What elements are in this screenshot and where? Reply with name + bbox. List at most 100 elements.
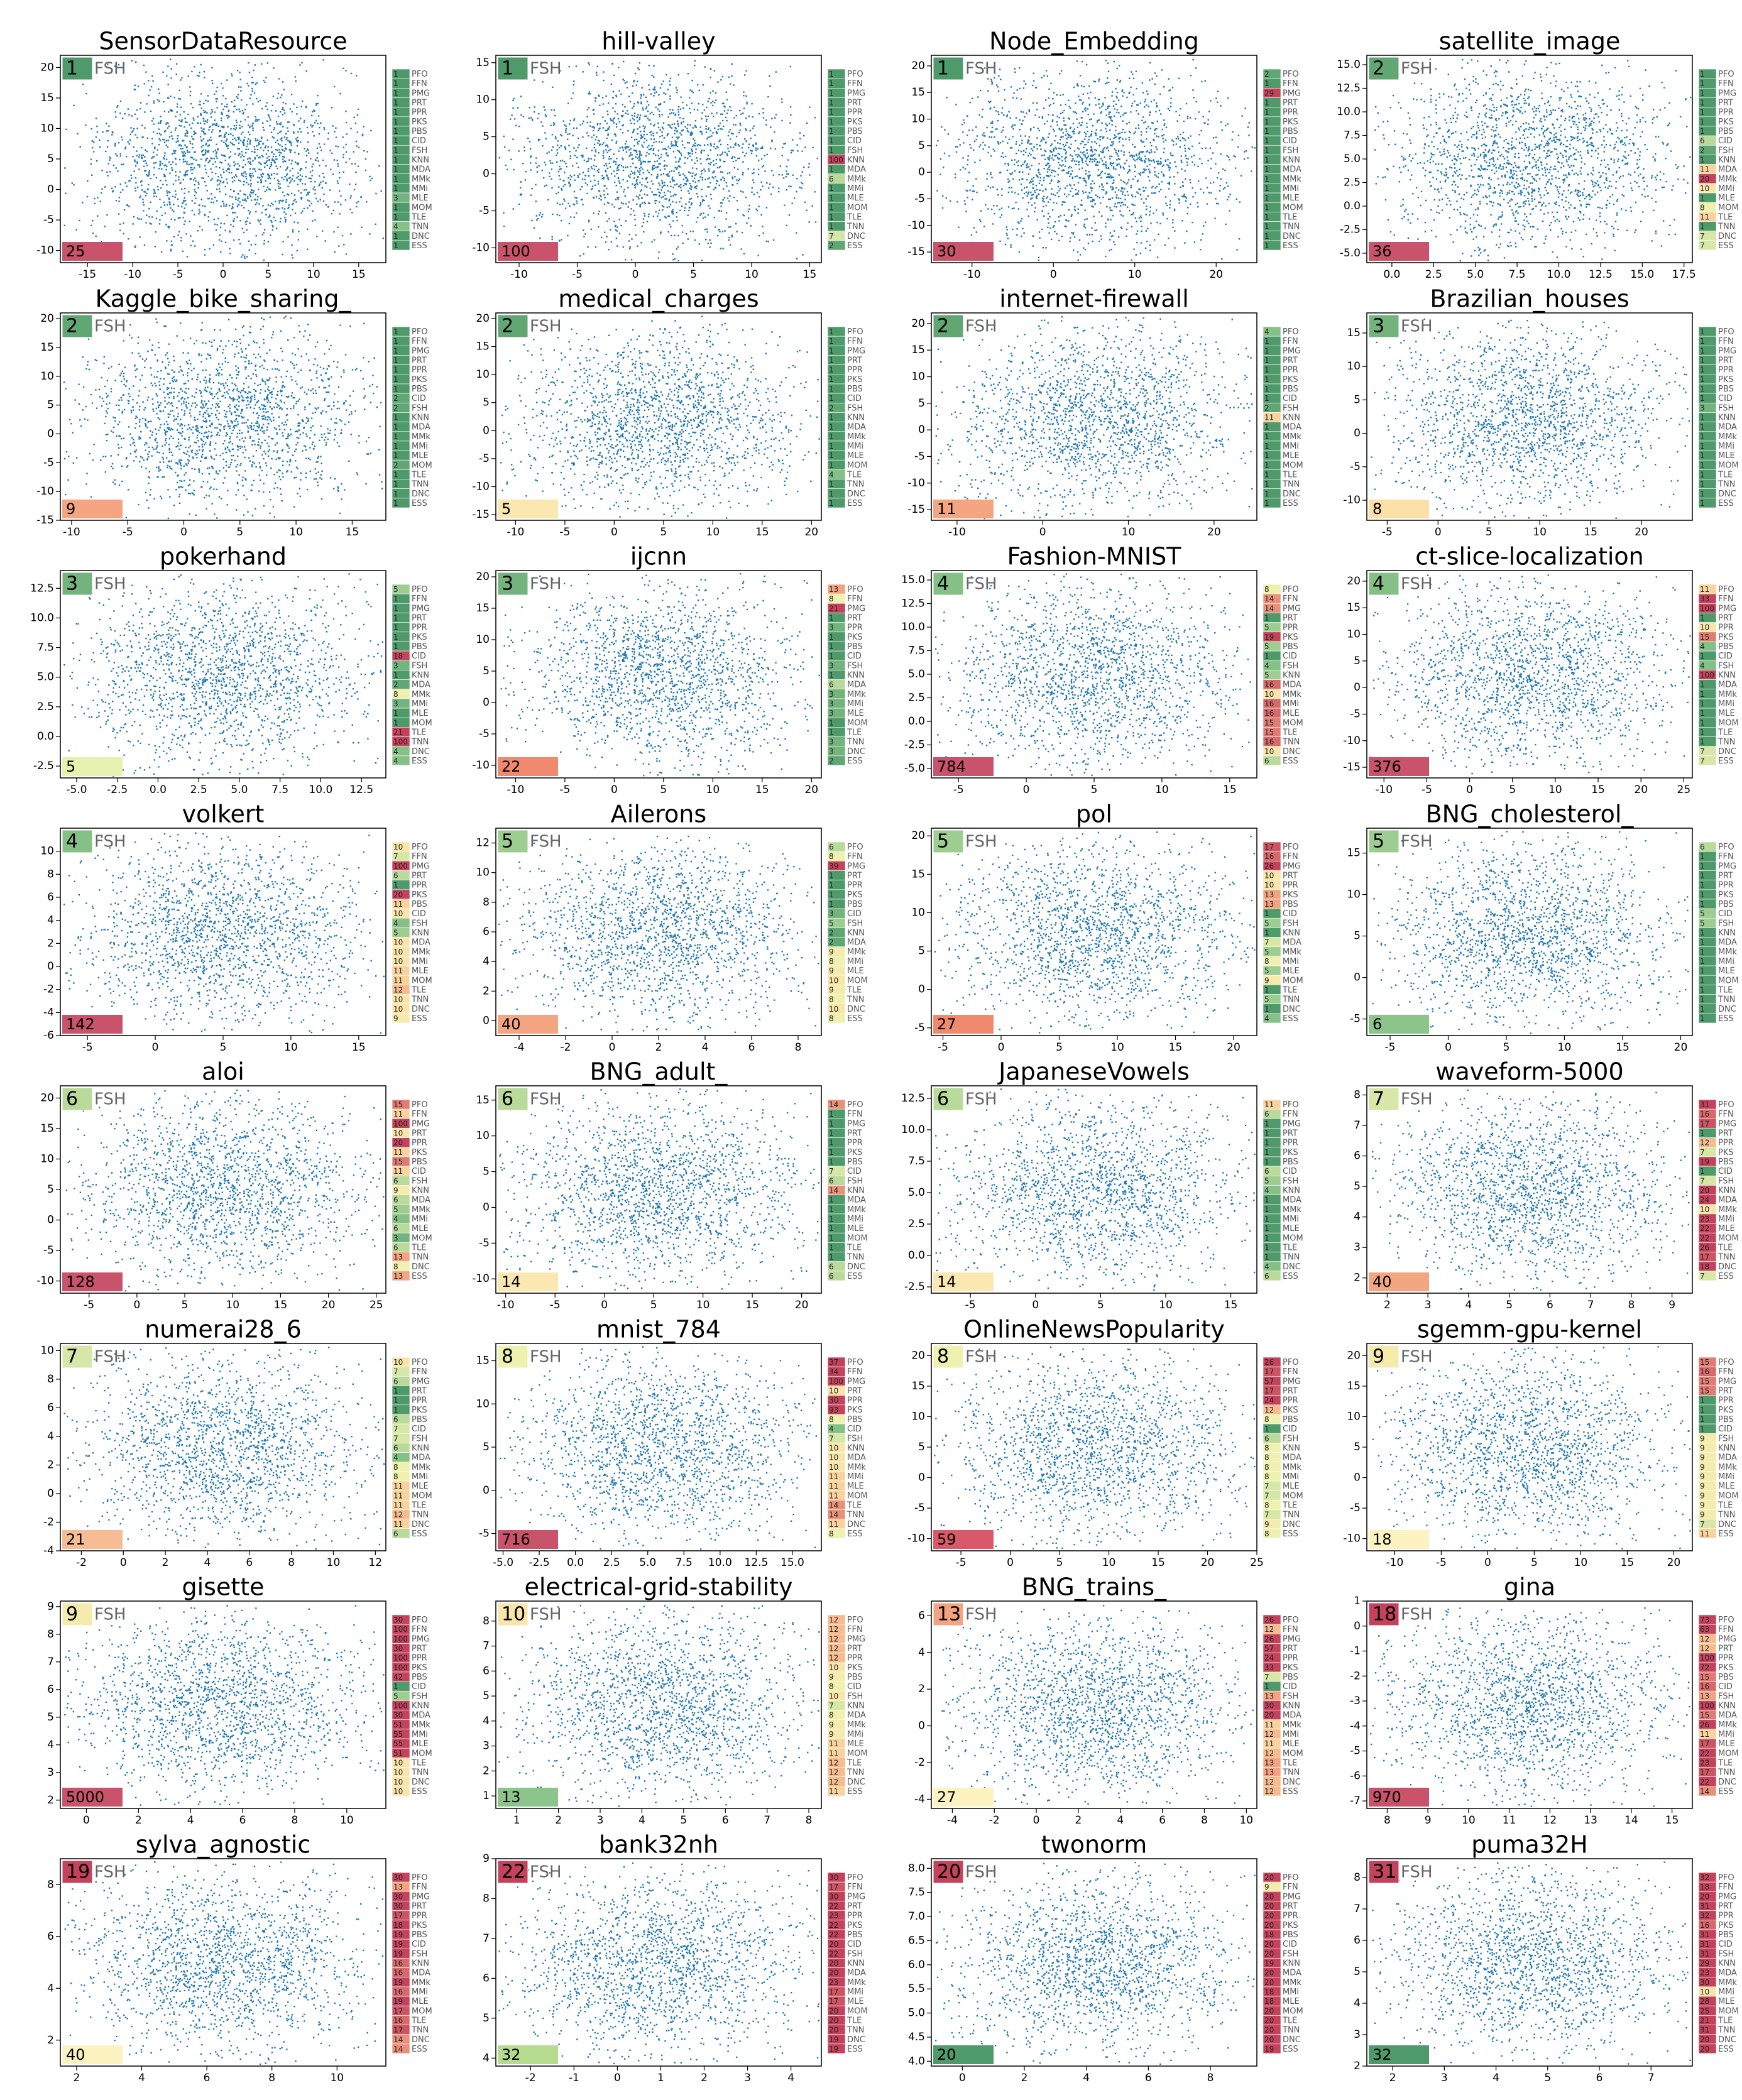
rank-badge-label: 6 [66,1088,78,1110]
rank-method-label: MOM [1718,1491,1739,1501]
rank-method-label: PPR [847,623,863,633]
rank-method-label: FSH [1718,661,1734,670]
x-tick-label: 20 [1635,526,1648,539]
x-tick-label: 4 [204,1556,211,1569]
rank-cell-label: 5 [1700,909,1705,918]
rank-method-label: ESS [1283,1014,1298,1024]
rank-cell-label: 1 [1264,1148,1269,1157]
rank-method-label: ESS [1718,2045,1734,2054]
rank-method-label: MOM [1283,1749,1303,1758]
rank-method-label: CID [1283,1167,1297,1176]
rank-cell-label: 12 [829,1634,838,1643]
rank-method-label: MDA [1718,681,1737,690]
rank-method-label: ESS [847,1014,863,1024]
rank-method-label: PMG [412,1892,430,1901]
dims-badge [62,1530,123,1549]
x-tick-label: -10 [497,1299,515,1311]
rank-cell-label: 1 [393,671,398,680]
y-tick-label: 0 [918,166,925,178]
rank-cell-label: 10 [393,1787,403,1796]
y-tick-label: 5 [918,397,925,410]
rank-method-label: TLE [411,1243,426,1252]
x-tick-label: 5 [220,1041,227,1054]
rank-cell-label: 11 [393,1167,403,1176]
rank-cell-label: 17 [1700,1253,1709,1262]
x-tick-label: 10 [696,1299,710,1311]
y-tick-label: 12.5 [901,598,925,610]
rank-method-label: PKS [1283,118,1298,127]
method-label: FSH [94,575,126,594]
rank-method-label: PKS [1283,1663,1298,1673]
y-tick-label: 4 [1354,1211,1361,1223]
rank-cell-label: 9 [1700,1511,1705,1519]
x-tick-label: 0 [611,784,618,796]
dims-badge-label: 21 [66,1531,85,1548]
x-tick-label: 6 [1596,2072,1603,2084]
rank-cell-label: 10 [393,1358,403,1367]
method-label: FSH [530,833,562,851]
rank-method-label: PRT [847,1387,862,1396]
rank-cell-label: 14 [1264,604,1274,613]
plot-frame [1366,55,1693,263]
rank-method-label: TLE [1717,985,1733,995]
rank-method-label: PMG [1718,1634,1736,1644]
rank-method-label: PMG [847,604,865,613]
rank-method-label: PKS [412,1406,427,1415]
x-tick-label: 25 [1250,1556,1264,1569]
rank-method-label: PRT [1718,356,1733,366]
rank-method-label: PRT [1718,872,1733,881]
rank-cell-label: 16 [393,1959,403,1968]
rank-cell-label: 1 [829,872,834,880]
rank-method-label: TNN [1282,1511,1300,1520]
x-tick-label: 4 [1083,2072,1090,2084]
y-tick-label: -5 [479,1237,490,1249]
rank-cell-label: 6 [1264,1167,1269,1176]
rank-method-label: TLE [846,2016,862,2025]
rank-method-label: FSH [412,1692,427,1701]
x-tick-label: 20 [804,526,818,539]
rank-cell-label: 1 [1700,1406,1705,1414]
y-tick-label: 2 [1354,1272,1361,1284]
rank-method-label: DNC [412,489,430,499]
rank-cell-label: 6 [829,1272,834,1281]
rank-cell-label: 9 [393,1014,398,1023]
y-tick-label: 10 [1347,360,1361,373]
point-cloud-texture [498,1862,819,2065]
rank-cell-label: 1 [393,241,398,250]
rank-method-label: MOM [412,1233,432,1243]
rank-cell-label: 17 [829,1997,838,2006]
method-label: FSH [94,317,126,336]
rank-cell-label: 22 [1700,1233,1709,1242]
y-tick-label: 0 [1354,971,1361,984]
rank-method-label: KNN [1718,156,1736,165]
rank-method-label: FFN [1718,1883,1734,1892]
x-tick-label: 6 [239,1814,246,1827]
rank-method-label: KNN [1283,156,1300,165]
rank-cell-label: 3 [829,623,834,632]
rank-cell-label: 4 [829,470,834,479]
y-tick-label: 8 [47,1628,54,1641]
method-label: FSH [1401,60,1433,79]
rank-cell-label: 19 [1264,1959,1274,1968]
y-tick-label: -4 [1350,1720,1361,1732]
rank-method-label: KNN [1283,929,1300,938]
y-tick-label: 6 [483,1665,490,1677]
y-tick-label: 15 [476,1094,490,1107]
rank-method-label: KNN [1718,929,1736,938]
rank-method-label: KNN [1283,1444,1300,1453]
rank-cell-label: 1 [1264,346,1269,355]
rank-cell-label: 1 [393,423,398,432]
rank-method-label: TLE [1282,212,1297,222]
rank-cell-label: 1 [1700,929,1705,938]
rank-badge-label: 8 [501,1346,513,1368]
rank-method-label: MMk [412,948,430,957]
rank-cell-label: 18 [393,1921,403,1930]
rank-method-label: PBS [847,1157,863,1167]
rank-cell-label: 9 [829,985,834,994]
rank-method-label: PBS [1283,1415,1298,1425]
rank-cell-label: 12 [829,1616,838,1624]
y-tick-label: 5.0 [908,1186,925,1199]
